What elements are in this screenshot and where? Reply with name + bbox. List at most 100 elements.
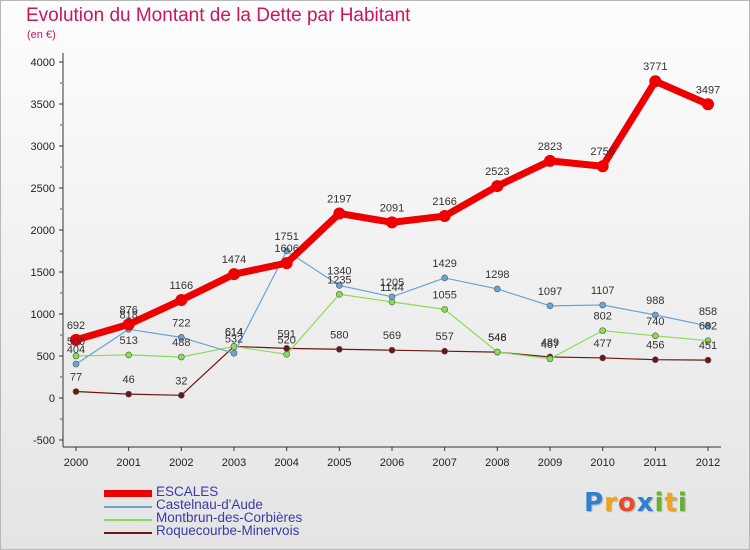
- legend-label-escales: ESCALES: [156, 484, 219, 499]
- logo-letter-2: o: [617, 488, 637, 518]
- series-1-point-5: [336, 282, 343, 289]
- series-3-label-3: 614: [225, 326, 243, 338]
- y-tick-label-2: 500: [37, 351, 55, 363]
- y-tick-label-5: 2000: [31, 225, 55, 237]
- series-line-3: [75, 345, 709, 396]
- series-1-label-4: 1751: [274, 231, 298, 243]
- series-1-label-2: 722: [172, 317, 190, 329]
- series-1-label-8: 1298: [485, 269, 509, 281]
- series-2-label-12: 682: [699, 321, 717, 333]
- y-tick-label-1: 0: [49, 393, 55, 405]
- series-0-point-0: [70, 333, 82, 346]
- x-tick-label-8: 2008: [485, 457, 509, 469]
- series-0-label-4: 1606: [274, 243, 298, 255]
- series-0-label-11: 3771: [643, 61, 667, 73]
- series-2-point-1: [125, 351, 132, 359]
- series-0-label-12: 3497: [696, 84, 720, 96]
- series-3-point-5: [336, 345, 343, 353]
- y-tick-label-9: 4000: [31, 57, 55, 69]
- logo-letter-0: P: [584, 488, 605, 518]
- logo-letter-1: r: [604, 488, 618, 518]
- y-tick-label-0: -500: [33, 435, 55, 447]
- series-0-label-3: 1474: [222, 254, 246, 266]
- series-1-point-6: [388, 293, 396, 301]
- series-0-label-7: 2166: [432, 196, 456, 208]
- y-tick-label-8: 3500: [31, 99, 55, 111]
- series-0-label-6: 2091: [380, 202, 404, 214]
- x-tick-label-5: 2005: [327, 457, 351, 469]
- series-0-point-2: [175, 294, 188, 307]
- logo-letter-6: i: [677, 488, 688, 518]
- series-0-label-8: 2523: [485, 166, 509, 178]
- chart-title: Evolution du Montant de la Dette par Hab…: [26, 5, 411, 26]
- series-1-label-6: 1205: [380, 277, 404, 289]
- series-2-point-9: [546, 355, 554, 363]
- series-2-label-6: 1144: [380, 282, 404, 294]
- series-1-point-3: [230, 350, 238, 357]
- series-1-point-11: [652, 311, 659, 319]
- x-tick-label-7: 2007: [432, 457, 456, 469]
- series-1-point-4: [283, 247, 290, 255]
- series-3-point-10: [599, 354, 606, 362]
- series-3-label-11: 456: [646, 340, 664, 352]
- x-tick-label-3: 2003: [222, 457, 246, 469]
- x-tick-label-1: 2001: [116, 457, 140, 469]
- x-tick-label-2: 2002: [169, 457, 193, 469]
- series-2-point-4: [283, 351, 290, 358]
- series-2-point-0: [72, 352, 80, 360]
- series-3-label-8: 546: [488, 332, 506, 344]
- series-1-label-0: 404: [67, 344, 85, 356]
- legend-item-castelnau: Castelnau-d'Aude: [104, 497, 364, 513]
- legend-swatch-roquecourbe: [104, 532, 152, 534]
- series-2-label-3: 614: [225, 326, 243, 338]
- series-1-label-12: 858: [699, 306, 717, 318]
- series-0-point-7: [438, 210, 451, 223]
- series-1-point-7: [441, 274, 448, 282]
- series-3-point-0: [72, 388, 80, 395]
- series-0-point-9: [544, 154, 556, 167]
- series-3-point-2: [178, 392, 185, 399]
- series-3-point-7: [441, 347, 448, 355]
- series-3-label-2: 32: [175, 375, 187, 387]
- series-1-label-5: 1340: [327, 265, 351, 277]
- series-3-label-7: 557: [435, 331, 453, 343]
- series-3-point-6: [388, 346, 396, 354]
- x-tick-label-11: 2011: [644, 457, 668, 469]
- series-2-point-7: [441, 306, 448, 313]
- series-3-label-12: 451: [699, 340, 717, 352]
- series-2-label-9: 467: [541, 339, 559, 351]
- series-2-label-2: 488: [172, 337, 190, 349]
- series-0-point-1: [122, 318, 135, 331]
- x-tick-label-6: 2006: [380, 457, 404, 469]
- series-0-point-12: [702, 98, 714, 111]
- series-2-point-2: [178, 353, 185, 361]
- legend: ESCALES Castelnau-d'Aude Montbrun-des-Co…: [104, 484, 364, 539]
- series-1-label-10: 1107: [591, 285, 615, 297]
- series-0-point-5: [333, 207, 346, 220]
- y-tick-label-3: 1000: [31, 309, 55, 321]
- series-0-point-11: [649, 75, 662, 88]
- logo-letter-4: i: [654, 488, 665, 518]
- series-3-label-9: 489: [541, 337, 559, 349]
- legend-label-castelnau: Castelnau-d'Aude: [156, 497, 263, 512]
- series-1-label-11: 988: [646, 295, 664, 307]
- series-3-point-11: [652, 356, 659, 363]
- series-3-label-5: 580: [330, 329, 348, 341]
- series-1-label-9: 1097: [538, 286, 562, 298]
- x-tick-label-0: 2000: [64, 457, 88, 469]
- series-2-point-12: [704, 337, 712, 345]
- legend-item-roquecourbe: Roquecourbe-Minervois: [104, 523, 364, 539]
- legend-item-montbrun: Montbrun-des-Corbières: [104, 510, 364, 526]
- series-1-label-1: 818: [119, 309, 137, 321]
- series-1-point-10: [599, 301, 606, 309]
- x-tick-label-12: 2012: [696, 457, 720, 469]
- y-tick-label-4: 1500: [31, 267, 55, 279]
- series-2-label-8: 548: [488, 332, 506, 344]
- series-0-point-10: [596, 160, 609, 173]
- y-tick-label-7: 3000: [31, 141, 55, 153]
- series-1-point-2: [178, 334, 185, 341]
- series-2-label-11: 740: [646, 316, 664, 328]
- logo-letter-3: x: [636, 488, 655, 518]
- logo-letter-5: t: [664, 488, 678, 518]
- series-0-label-0: 692: [67, 320, 85, 332]
